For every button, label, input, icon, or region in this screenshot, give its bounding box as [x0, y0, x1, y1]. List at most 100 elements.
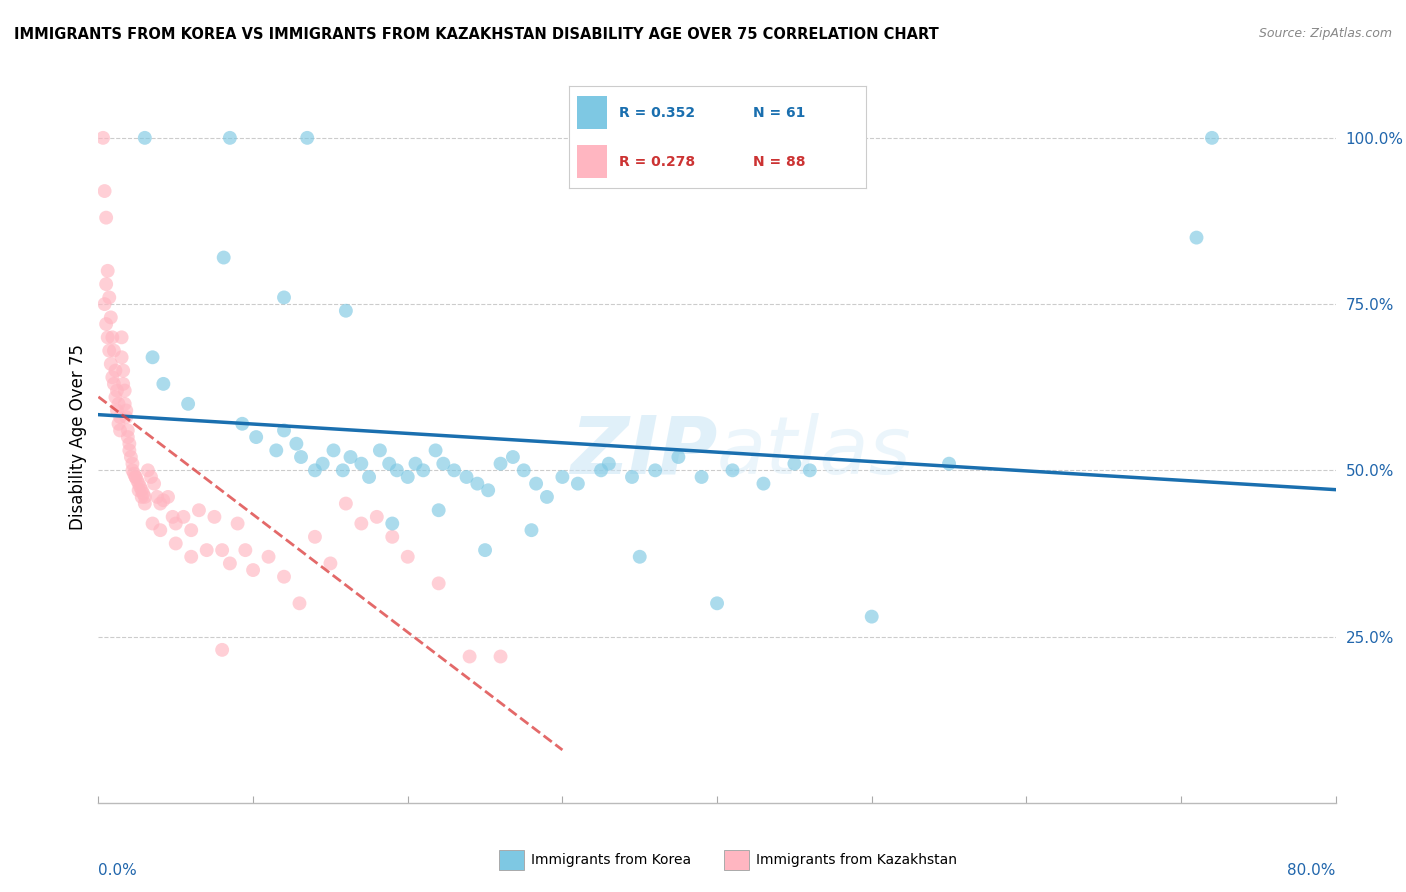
Point — [114, 397, 136, 411]
Point — [1201, 131, 1223, 145]
Point — [443, 463, 465, 477]
Point — [412, 463, 434, 477]
Point — [146, 490, 169, 504]
Point — [124, 470, 146, 484]
Point — [621, 470, 644, 484]
Point — [477, 483, 499, 498]
Point — [319, 557, 342, 571]
Point — [104, 363, 127, 377]
Point — [322, 443, 344, 458]
Point — [502, 450, 524, 464]
Point — [231, 417, 253, 431]
Point — [104, 390, 127, 404]
Point — [134, 490, 156, 504]
Point — [405, 457, 427, 471]
Text: 0.0%: 0.0% — [98, 863, 138, 878]
Point — [98, 290, 121, 304]
Text: 80.0%: 80.0% — [1288, 863, 1336, 878]
Point — [152, 493, 174, 508]
Point — [385, 463, 408, 477]
Point — [489, 457, 512, 471]
Point — [108, 410, 131, 425]
Point — [359, 470, 381, 484]
Point — [128, 476, 150, 491]
Point — [131, 490, 153, 504]
Point — [121, 457, 143, 471]
Point — [143, 476, 166, 491]
Point — [396, 470, 419, 484]
Point — [368, 443, 391, 458]
Point — [1185, 230, 1208, 244]
Point — [107, 397, 129, 411]
Text: IMMIGRANTS FROM KOREA VS IMMIGRANTS FROM KAZAKHSTAN DISABILITY AGE OVER 75 CORRE: IMMIGRANTS FROM KOREA VS IMMIGRANTS FROM… — [14, 27, 939, 42]
Point — [103, 343, 125, 358]
Point — [551, 470, 574, 484]
Point — [235, 543, 257, 558]
Point — [458, 649, 481, 664]
Point — [219, 131, 242, 145]
Point — [706, 596, 728, 610]
Point — [111, 330, 134, 344]
Point — [474, 543, 496, 558]
Point — [297, 131, 319, 145]
Text: Immigrants from Korea: Immigrants from Korea — [531, 853, 692, 867]
Point — [432, 457, 454, 471]
Point — [114, 384, 136, 398]
Point — [591, 463, 613, 477]
Point — [115, 410, 138, 425]
Point — [108, 424, 131, 438]
Point — [335, 303, 357, 318]
Point — [93, 297, 115, 311]
Point — [103, 376, 125, 391]
Point — [101, 370, 124, 384]
Point — [91, 131, 114, 145]
Point — [644, 463, 666, 477]
Point — [350, 457, 373, 471]
Point — [96, 211, 118, 225]
Point — [117, 430, 139, 444]
Point — [165, 516, 187, 531]
Point — [273, 570, 295, 584]
Point — [332, 463, 354, 477]
Point — [107, 417, 129, 431]
Point — [152, 376, 174, 391]
Point — [204, 509, 226, 524]
Point — [381, 530, 404, 544]
Point — [366, 509, 388, 524]
Point — [149, 497, 172, 511]
Point — [142, 351, 165, 365]
Point — [105, 403, 128, 417]
Point — [290, 450, 312, 464]
Point — [188, 503, 211, 517]
Point — [111, 351, 134, 365]
Point — [129, 480, 152, 494]
Text: Immigrants from Kazakhstan: Immigrants from Kazakhstan — [756, 853, 957, 867]
Point — [266, 443, 288, 458]
Point — [180, 523, 202, 537]
Point — [242, 563, 264, 577]
Point — [162, 509, 184, 524]
Point — [115, 403, 138, 417]
Point — [721, 463, 744, 477]
Point — [98, 343, 121, 358]
Point — [860, 609, 883, 624]
Point — [112, 376, 135, 391]
Point — [165, 536, 187, 550]
Point — [425, 443, 447, 458]
Point — [245, 430, 267, 444]
Point — [131, 483, 153, 498]
Point — [304, 530, 326, 544]
Point — [139, 470, 162, 484]
Point — [177, 397, 200, 411]
Point — [273, 290, 295, 304]
Point — [134, 131, 156, 145]
Point — [157, 490, 180, 504]
Point — [195, 543, 218, 558]
Point — [96, 317, 118, 331]
Y-axis label: Disability Age Over 75: Disability Age Over 75 — [69, 344, 87, 530]
Point — [100, 310, 122, 325]
Point — [257, 549, 280, 564]
Point — [219, 557, 242, 571]
Point — [120, 450, 142, 464]
Point — [288, 596, 311, 610]
